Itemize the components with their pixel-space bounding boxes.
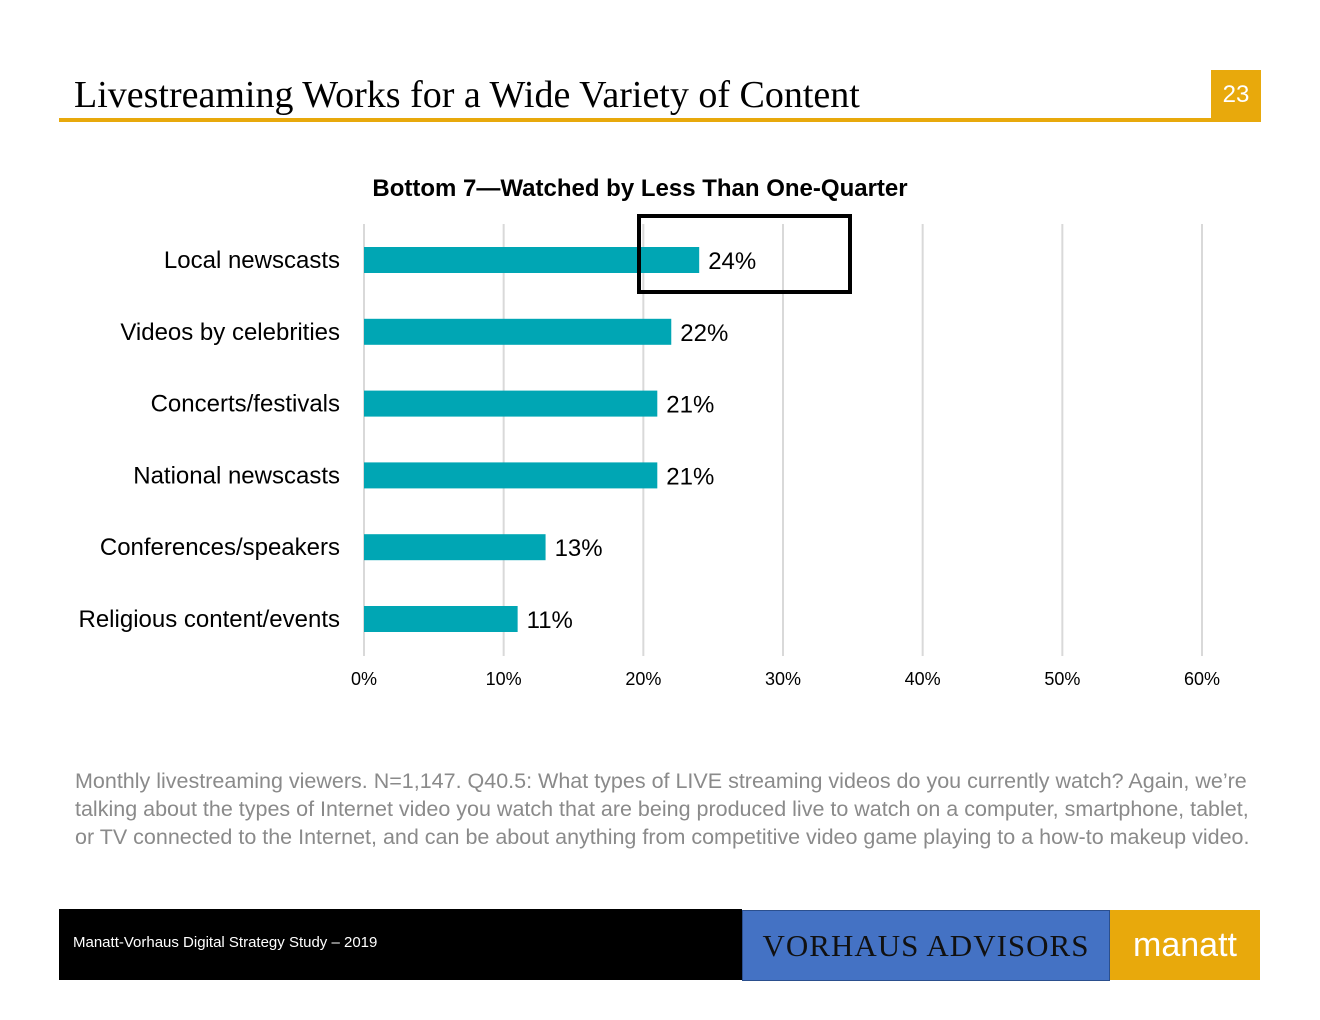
data-label: 21% [666,463,714,490]
data-label: 24% [708,248,756,275]
category-label: Conferences/speakers [100,534,340,561]
highlight-box [637,214,852,294]
data-label: 22% [680,320,728,347]
vorhaus-advisors-logo: VORHAUS ADVISORS [742,910,1110,981]
bar [364,247,700,273]
footer-study-label: Manatt-Vorhaus Digital Strategy Study – … [73,934,378,951]
labels: Local newscasts 24% Videos by celebrities 2… [79,247,757,634]
bar-chart: Bottom 7—Watched by Less Than One-Quarte… [79,175,1221,689]
footer-bar: Manatt-Vorhaus Digital Strategy Study – … [59,909,742,980]
category-label: Videos by celebrities [120,319,340,346]
bar [364,390,658,417]
grid-lines [363,224,1203,656]
x-tick-label: 20% [625,669,661,689]
data-label: 13% [555,535,603,562]
data-label: 11% [527,607,573,634]
slide-title: Livestreaming Works for a Wide Variety o… [74,74,860,116]
bar [364,606,518,632]
bars [364,247,700,632]
footnote: Monthly livestreaming viewers. N=1,147. … [75,769,1250,849]
x-tick-label: 60% [1184,669,1220,689]
bar [364,318,672,345]
manatt-logo: manatt [1110,910,1260,980]
category-label: Religious content/events [79,606,341,633]
x-tick-label: 50% [1044,669,1080,689]
category-label: National newscasts [133,462,340,489]
x-tick-label: 10% [486,669,522,689]
x-axis-ticks: 0% 10% 20% 30% 40% 50% 60% [351,669,1220,689]
category-label: Concerts/festivals [151,391,340,418]
data-label: 21% [666,392,714,419]
x-tick-label: 30% [765,669,801,689]
bar [364,534,546,561]
x-tick-label: 40% [905,669,941,689]
bar [364,462,658,489]
page-number: 23 [1211,70,1261,120]
chart-title: Bottom 7—Watched by Less Than One-Quarte… [372,175,907,202]
category-label: Local newscasts [164,247,340,274]
x-tick-label: 0% [351,669,377,689]
title-underline [59,118,1261,122]
